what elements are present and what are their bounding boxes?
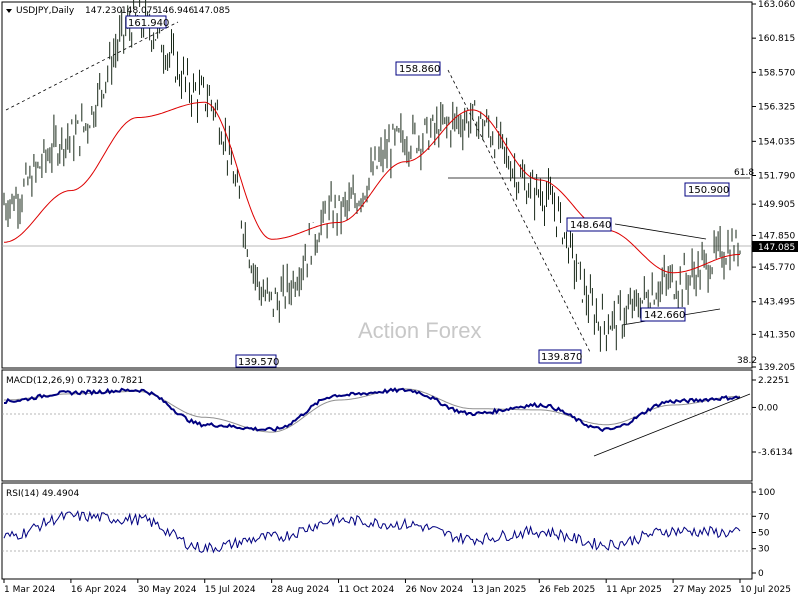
collapse-triangle-icon <box>6 9 12 13</box>
ohlc-open: 147.230 <box>85 6 122 16</box>
callout-139-870: 139.870 <box>538 349 582 364</box>
ohlc-low: 146.946 <box>157 6 194 16</box>
watermark: Action Forex <box>358 318 482 343</box>
x-tick-label: 26 Feb 2025 <box>539 585 595 595</box>
svg-text:139.870: 139.870 <box>541 352 582 363</box>
x-tick-label: 13 Jan 2025 <box>472 585 526 595</box>
fib-61-8-label: 61.8 <box>734 168 754 178</box>
price-y-tick-label: 149.905 <box>758 200 795 210</box>
price-y-tick-label: 145.770 <box>758 263 795 273</box>
macd-y-axis: 2.2251 0.00 -3.6134 <box>752 376 793 458</box>
x-tick-label: 11 Apr 2025 <box>606 585 662 595</box>
falling-trend-dashed-line <box>447 69 591 353</box>
callout-161-940: 161.940 <box>125 15 169 29</box>
price-bars <box>3 0 741 352</box>
macd-panel-frame <box>1 369 753 482</box>
svg-text:139.570: 139.570 <box>238 357 279 368</box>
macd-y-tick-label: 0.00 <box>758 403 778 413</box>
macd-signal-line <box>4 388 741 433</box>
rsi-y-tick-label: 70 <box>758 512 770 522</box>
callout-139-570: 139.570 <box>235 354 279 368</box>
symbol-timeframe: USDJPY,Daily <box>16 6 75 16</box>
x-tick-label: 16 Apr 2024 <box>71 585 127 595</box>
price-plot: 61.8 38.2 <box>2 0 757 366</box>
rsi-header: RSI(14) 49.4904 <box>6 489 79 499</box>
rsi-plot: RSI(14) 49.4904 <box>2 489 752 554</box>
svg-text:161.940: 161.940 <box>128 18 169 29</box>
svg-text:148.640: 148.640 <box>570 220 611 231</box>
x-tick-label: 1 Mar 2024 <box>4 585 56 595</box>
macd-main-line <box>4 387 741 433</box>
callout-142-660: 142.660 <box>640 307 686 322</box>
x-tick-label: 30 May 2024 <box>138 585 197 595</box>
x-tick-label: 28 Aug 2024 <box>272 585 330 595</box>
price-y-tick-label: 156.325 <box>758 102 795 112</box>
price-y-axis: 163.060 160.815 158.570 156.325 154.035 151.7… <box>752 0 795 373</box>
svg-text:147.085: 147.085 <box>758 243 795 253</box>
price-y-tick-label: 163.060 <box>758 0 795 10</box>
fib-38-2-label: 38.2 <box>737 356 757 366</box>
ohlc-high: 148.075 <box>121 6 158 16</box>
price-y-tick-label: 139.205 <box>758 363 795 373</box>
x-tick-label: 26 Nov 2024 <box>405 585 463 595</box>
macd-plot: MACD(12,26,9) 0.7323 0.7821 <box>2 376 752 457</box>
rsi-y-tick-label: 30 <box>758 545 770 555</box>
macd-y-tick-label: 2.2251 <box>758 376 790 386</box>
price-header: USDJPY,Daily 147.230 148.075 146.946 147… <box>6 6 230 16</box>
callout-150-900: 150.900 <box>684 182 730 197</box>
price-y-tick-label: 151.790 <box>758 171 795 181</box>
rsi-line <box>3 509 741 554</box>
x-tick-label: 11 Oct 2024 <box>339 585 395 595</box>
x-tick-label: 10 Jul 2025 <box>740 585 791 595</box>
price-y-tick-label: 143.495 <box>758 298 795 308</box>
macd-header: MACD(12,26,9) 0.7323 0.7821 <box>6 376 143 386</box>
x-tick-label: 27 May 2025 <box>673 585 732 595</box>
callout-158-860: 158.860 <box>395 61 441 76</box>
ohlc-close: 147.085 <box>193 6 230 16</box>
rising-trend-dashed-line <box>5 21 179 111</box>
callout-148-640: 148.640 <box>566 217 612 232</box>
x-axis: 1 Mar 2024 16 Apr 2024 30 May 2024 15 Jul 2… <box>3 579 791 595</box>
svg-text:150.900: 150.900 <box>688 185 729 196</box>
price-y-tick-label: 147.850 <box>758 231 795 241</box>
price-y-tick-label: 141.350 <box>758 330 795 340</box>
x-tick-label: 15 Jul 2024 <box>205 585 256 595</box>
triangle-upper-line <box>614 223 707 240</box>
rsi-y-tick-label: 0 <box>758 569 764 579</box>
rsi-panel-frame <box>1 482 753 580</box>
price-y-tick-label: 160.815 <box>758 34 795 44</box>
rsi-y-axis: 100 70 50 30 0 <box>752 488 775 579</box>
macd-y-tick-label: -3.6134 <box>758 448 793 458</box>
rsi-y-tick-label: 50 <box>758 529 770 539</box>
macd-trendline <box>593 393 751 457</box>
price-y-tick-label: 158.570 <box>758 68 795 78</box>
rsi-y-tick-label: 100 <box>758 488 775 498</box>
svg-text:142.660: 142.660 <box>644 310 685 321</box>
moving-average-line <box>3 101 740 274</box>
current-price-tag: 147.085 <box>752 241 798 253</box>
price-panel-frame <box>1 1 753 369</box>
svg-text:158.860: 158.860 <box>399 64 440 75</box>
price-y-tick-label: 154.035 <box>758 137 795 147</box>
